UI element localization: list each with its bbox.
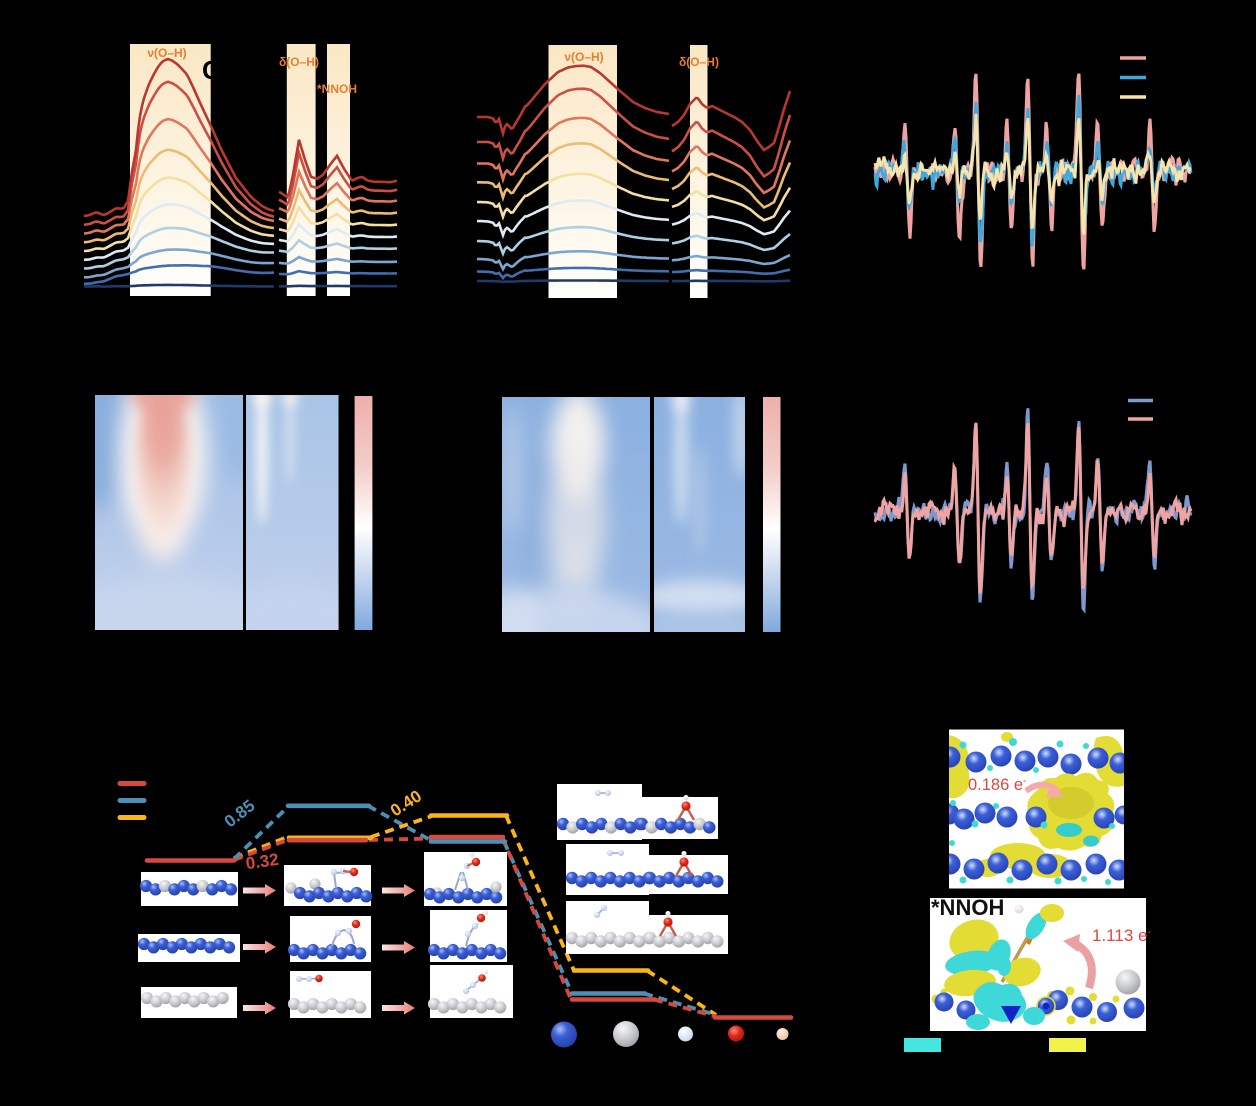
svg-text:0.32: 0.32 (245, 850, 280, 873)
svg-text:δ(O–H): δ(O–H) (279, 55, 319, 69)
svg-text:δ(O–H): δ(O–H) (679, 55, 719, 69)
svg-text:1.113 e-: 1.113 e- (1092, 926, 1151, 945)
svg-text:*NNOH: *NNOH (931, 895, 1004, 920)
svg-text:*NNOH: *NNOH (317, 82, 357, 96)
svg-text:ν(O–H): ν(O–H) (564, 50, 603, 64)
svg-text:C: C (202, 55, 221, 85)
svg-text:0.186 e-: 0.186 e- (968, 776, 1026, 794)
svg-text:ν(O–H): ν(O–H) (147, 46, 186, 60)
